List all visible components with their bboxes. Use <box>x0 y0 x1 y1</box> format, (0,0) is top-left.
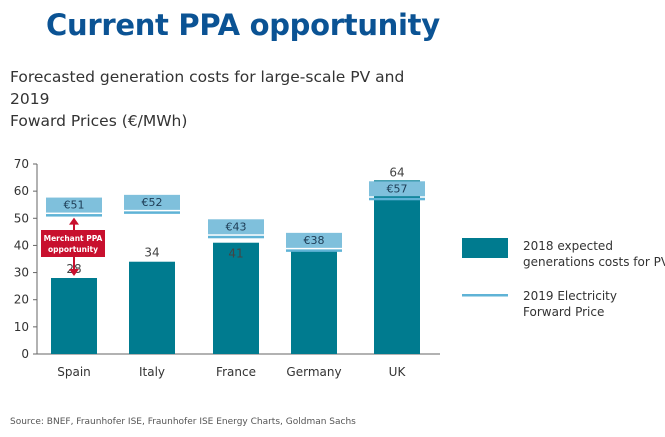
annotation-text-line-1: Merchant PPA <box>44 234 103 243</box>
y-tick-label: 70 <box>14 157 29 171</box>
legend-label-line-line-1: 2019 Electricity <box>523 289 617 303</box>
legend-label-bar-line-1: 2018 expected <box>523 239 613 253</box>
forward-price-label: €57 <box>387 182 408 195</box>
bar-france <box>213 242 259 354</box>
source-note: Source: BNEF, Fraunhofer ISE, Fraunhofer… <box>10 417 356 427</box>
forward-price-line-uk <box>369 197 425 201</box>
legend-label-line-line-2: Forward Price <box>523 305 604 319</box>
annotation-box <box>41 230 105 257</box>
bar-italy <box>129 261 175 354</box>
legend-label-bar-line-2: generations costs for PV <box>523 255 665 269</box>
forward-price-line-spain <box>46 214 102 217</box>
bar-value-label: 41 <box>228 247 243 261</box>
x-tick-label: Germany <box>286 365 341 379</box>
forward-price-box-spain <box>46 197 102 213</box>
forward-price-box-uk <box>369 181 425 197</box>
y-tick-label: 40 <box>14 238 29 252</box>
forward-price-line-germany <box>286 249 342 252</box>
y-tick-label: 30 <box>14 266 29 280</box>
forward-price-line-italy <box>124 211 180 214</box>
page-title: Current PPA opportunity <box>46 8 440 42</box>
x-tick-label: France <box>216 365 256 379</box>
forward-price-box-france <box>208 219 264 235</box>
bar-value-label: 64 <box>389 165 404 179</box>
y-tick-label: 60 <box>14 184 29 198</box>
y-tick-label: 10 <box>14 320 29 334</box>
forward-price-box-italy <box>124 194 180 210</box>
forward-price-label: €52 <box>142 196 163 209</box>
x-tick-label: UK <box>389 365 407 379</box>
forward-price-label: €43 <box>226 220 247 233</box>
x-tick-label: Spain <box>57 365 91 379</box>
annotation-arrow-down-head <box>69 269 79 276</box>
x-tick-label: Italy <box>139 365 165 379</box>
annotation-arrow-up-head <box>69 217 79 225</box>
y-tick-label: 20 <box>14 293 29 307</box>
bar-germany <box>291 250 337 354</box>
annotation-text-line-2: opportunity <box>48 245 98 254</box>
y-tick-label: 0 <box>21 347 29 361</box>
forward-price-line-france <box>208 235 264 239</box>
bar-uk <box>374 180 420 354</box>
chart-subtitle-line-1: Forecasted generation costs for large-sc… <box>10 68 405 108</box>
forward-price-label: €38 <box>304 234 325 247</box>
forward-price-label: €51 <box>64 199 85 212</box>
chart-subtitle-line-2: Foward Prices (€/MWh) <box>10 112 188 130</box>
bar-value-label: 34 <box>144 246 159 260</box>
chart-subtitle: Forecasted generation costs for large-sc… <box>10 66 430 132</box>
legend-swatch-line <box>462 294 508 297</box>
forward-price-box-germany <box>286 232 342 248</box>
bar-spain <box>51 278 97 354</box>
legend-swatch-bar <box>462 238 508 258</box>
y-tick-label: 50 <box>14 211 29 225</box>
